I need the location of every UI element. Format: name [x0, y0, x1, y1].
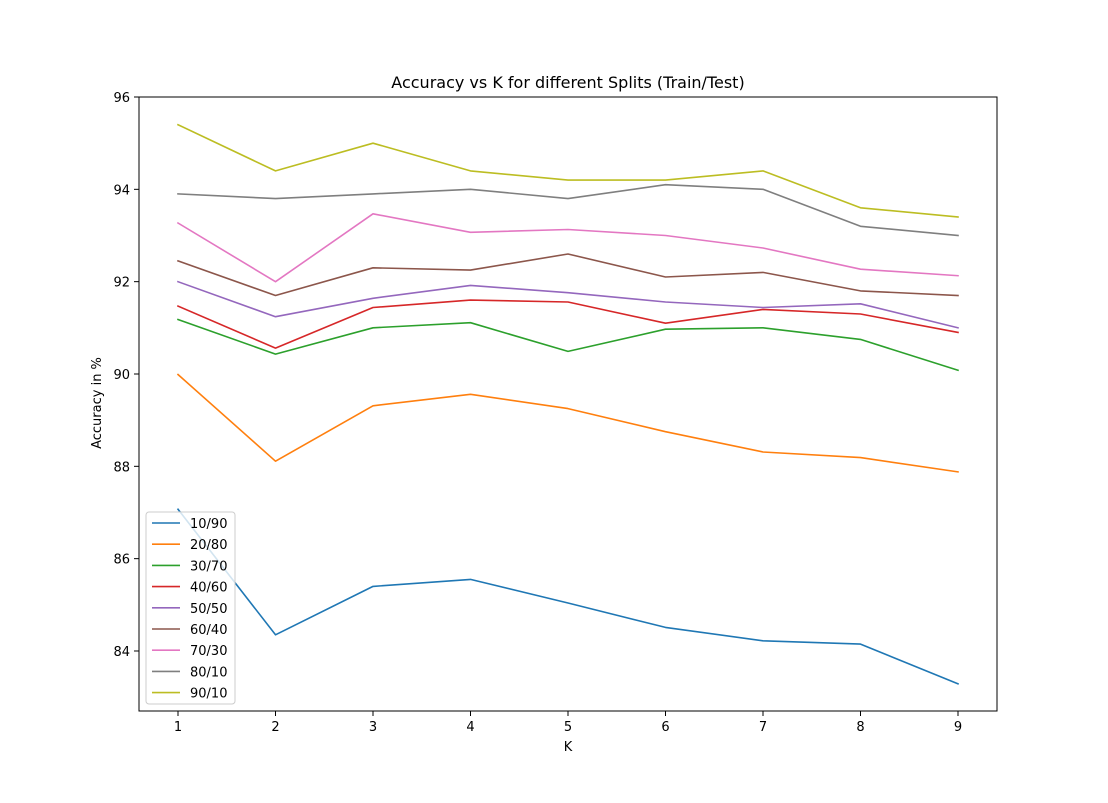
x-tick-label: 7: [759, 720, 767, 735]
x-tick-label: 8: [856, 720, 864, 735]
y-axis-label: Accuracy in %: [90, 357, 105, 449]
axes-layer: 1 2 3 4 5 6 7 8 9 84 86 88 90 92 94 96: [113, 91, 998, 735]
x-tick-label: 3: [369, 720, 377, 735]
series-line-90-10: [176, 123, 959, 218]
legend-label: 60/40: [190, 623, 227, 638]
series-line-30-70: [176, 318, 960, 372]
x-axis-label: K: [564, 740, 573, 755]
chart-title: Accuracy vs K for different Splits (Trai…: [391, 73, 744, 92]
x-tick-label: 2: [271, 720, 279, 735]
y-tick-label: 96: [113, 91, 130, 106]
legend-label: 40/60: [190, 581, 227, 596]
x-tick-label: 6: [661, 720, 669, 735]
series-layer: [176, 123, 960, 685]
y-tick-label: 94: [113, 183, 130, 198]
legend: 10/90 20/80 30/70 40/60 50/50 60/40 70/30 80/10…: [145, 511, 236, 705]
y-tick-label: 88: [113, 460, 130, 475]
legend-label: 80/10: [190, 665, 227, 680]
series-line-80-10: [177, 183, 959, 237]
series-line-10-90: [176, 508, 960, 685]
y-tick-label: 92: [113, 276, 130, 291]
y-tick-label: 90: [113, 368, 130, 383]
series-line-50-50: [176, 280, 959, 329]
legend-label: 90/10: [190, 687, 227, 702]
series-line-40-60: [176, 299, 959, 349]
y-tick-label: 86: [113, 553, 130, 568]
legend-label: 20/80: [190, 538, 227, 553]
legend-label: 10/90: [190, 517, 227, 532]
x-tick-label: 5: [564, 720, 572, 735]
x-tick-label: 9: [954, 720, 962, 735]
legend-label: 50/50: [190, 602, 227, 617]
series-line-20-80: [176, 373, 959, 473]
plot-frame: [138, 96, 998, 712]
legend-label: 30/70: [190, 559, 227, 574]
legend-box: [145, 511, 236, 705]
series-line-70-30: [176, 213, 959, 283]
legend-label: 70/30: [190, 644, 227, 659]
x-tick-label: 1: [174, 720, 182, 735]
series-line-60-40: [176, 253, 959, 297]
x-tick-label: 4: [466, 720, 474, 735]
y-tick-label: 84: [113, 645, 130, 660]
